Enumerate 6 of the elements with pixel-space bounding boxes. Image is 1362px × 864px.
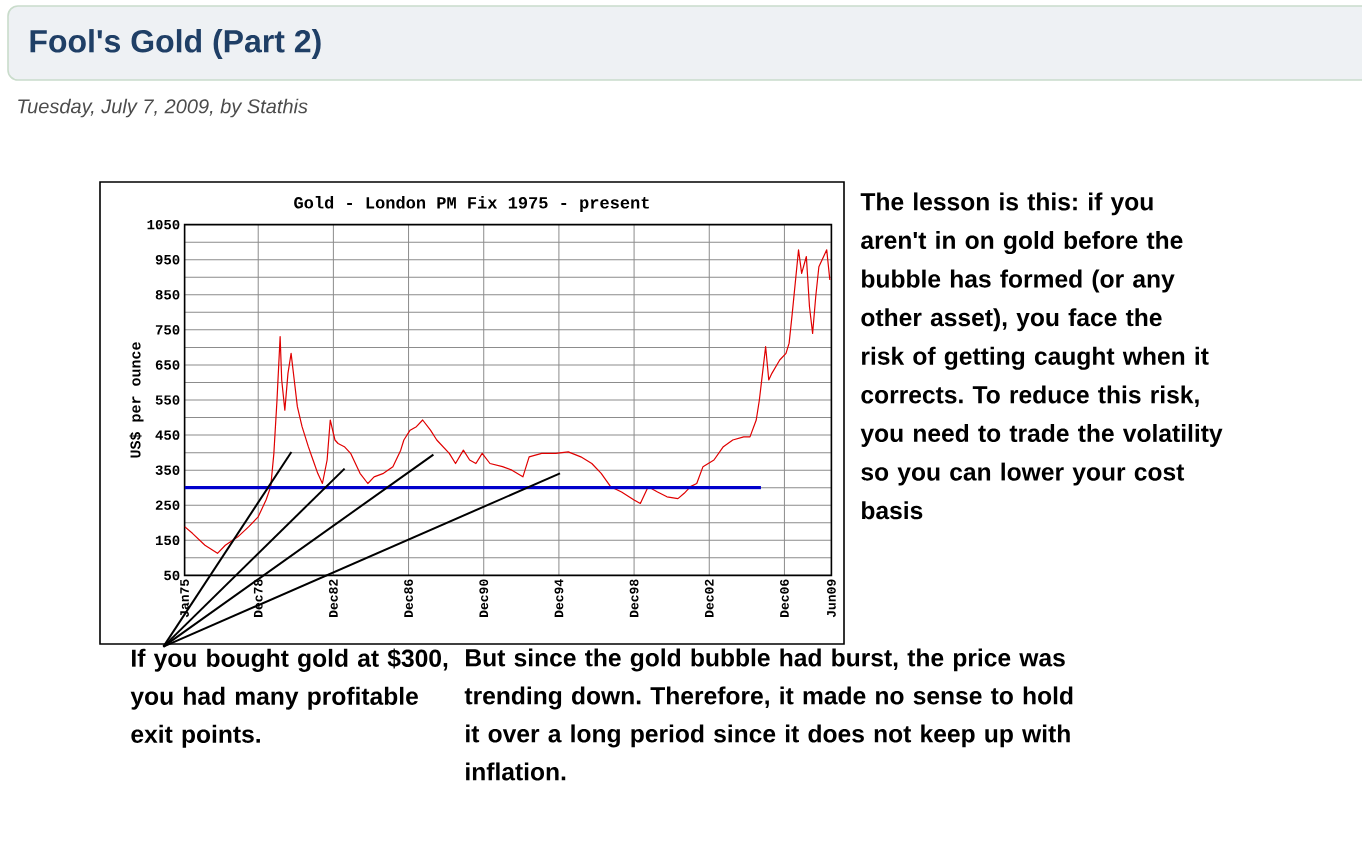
- chart-subtitle: Tuesday, July 7, 2009, by Stathis: [18, 98, 308, 118]
- text: Gold - London PM Fix 1975 - present: [294, 196, 649, 212]
- chart-title: Fool's Gold (Part 2): [30, 29, 321, 59]
- text: The lesson is this: if you aren't in on gold before the bubble has formed (or any other asset), you face the risk of getting caught when it corrects. To reduce this risk, you need to trade the volatility so you can lower your cost basis: [860, 192, 1223, 520]
- text: If you bought gold at $300, you had many profitable exit points.: [130, 648, 448, 748]
- text: But since the gold bubble had burst, the price was trending down. Therefore, it made no sense to hold it over a long period since it does not keep up with inflation.: [464, 648, 1073, 781]
